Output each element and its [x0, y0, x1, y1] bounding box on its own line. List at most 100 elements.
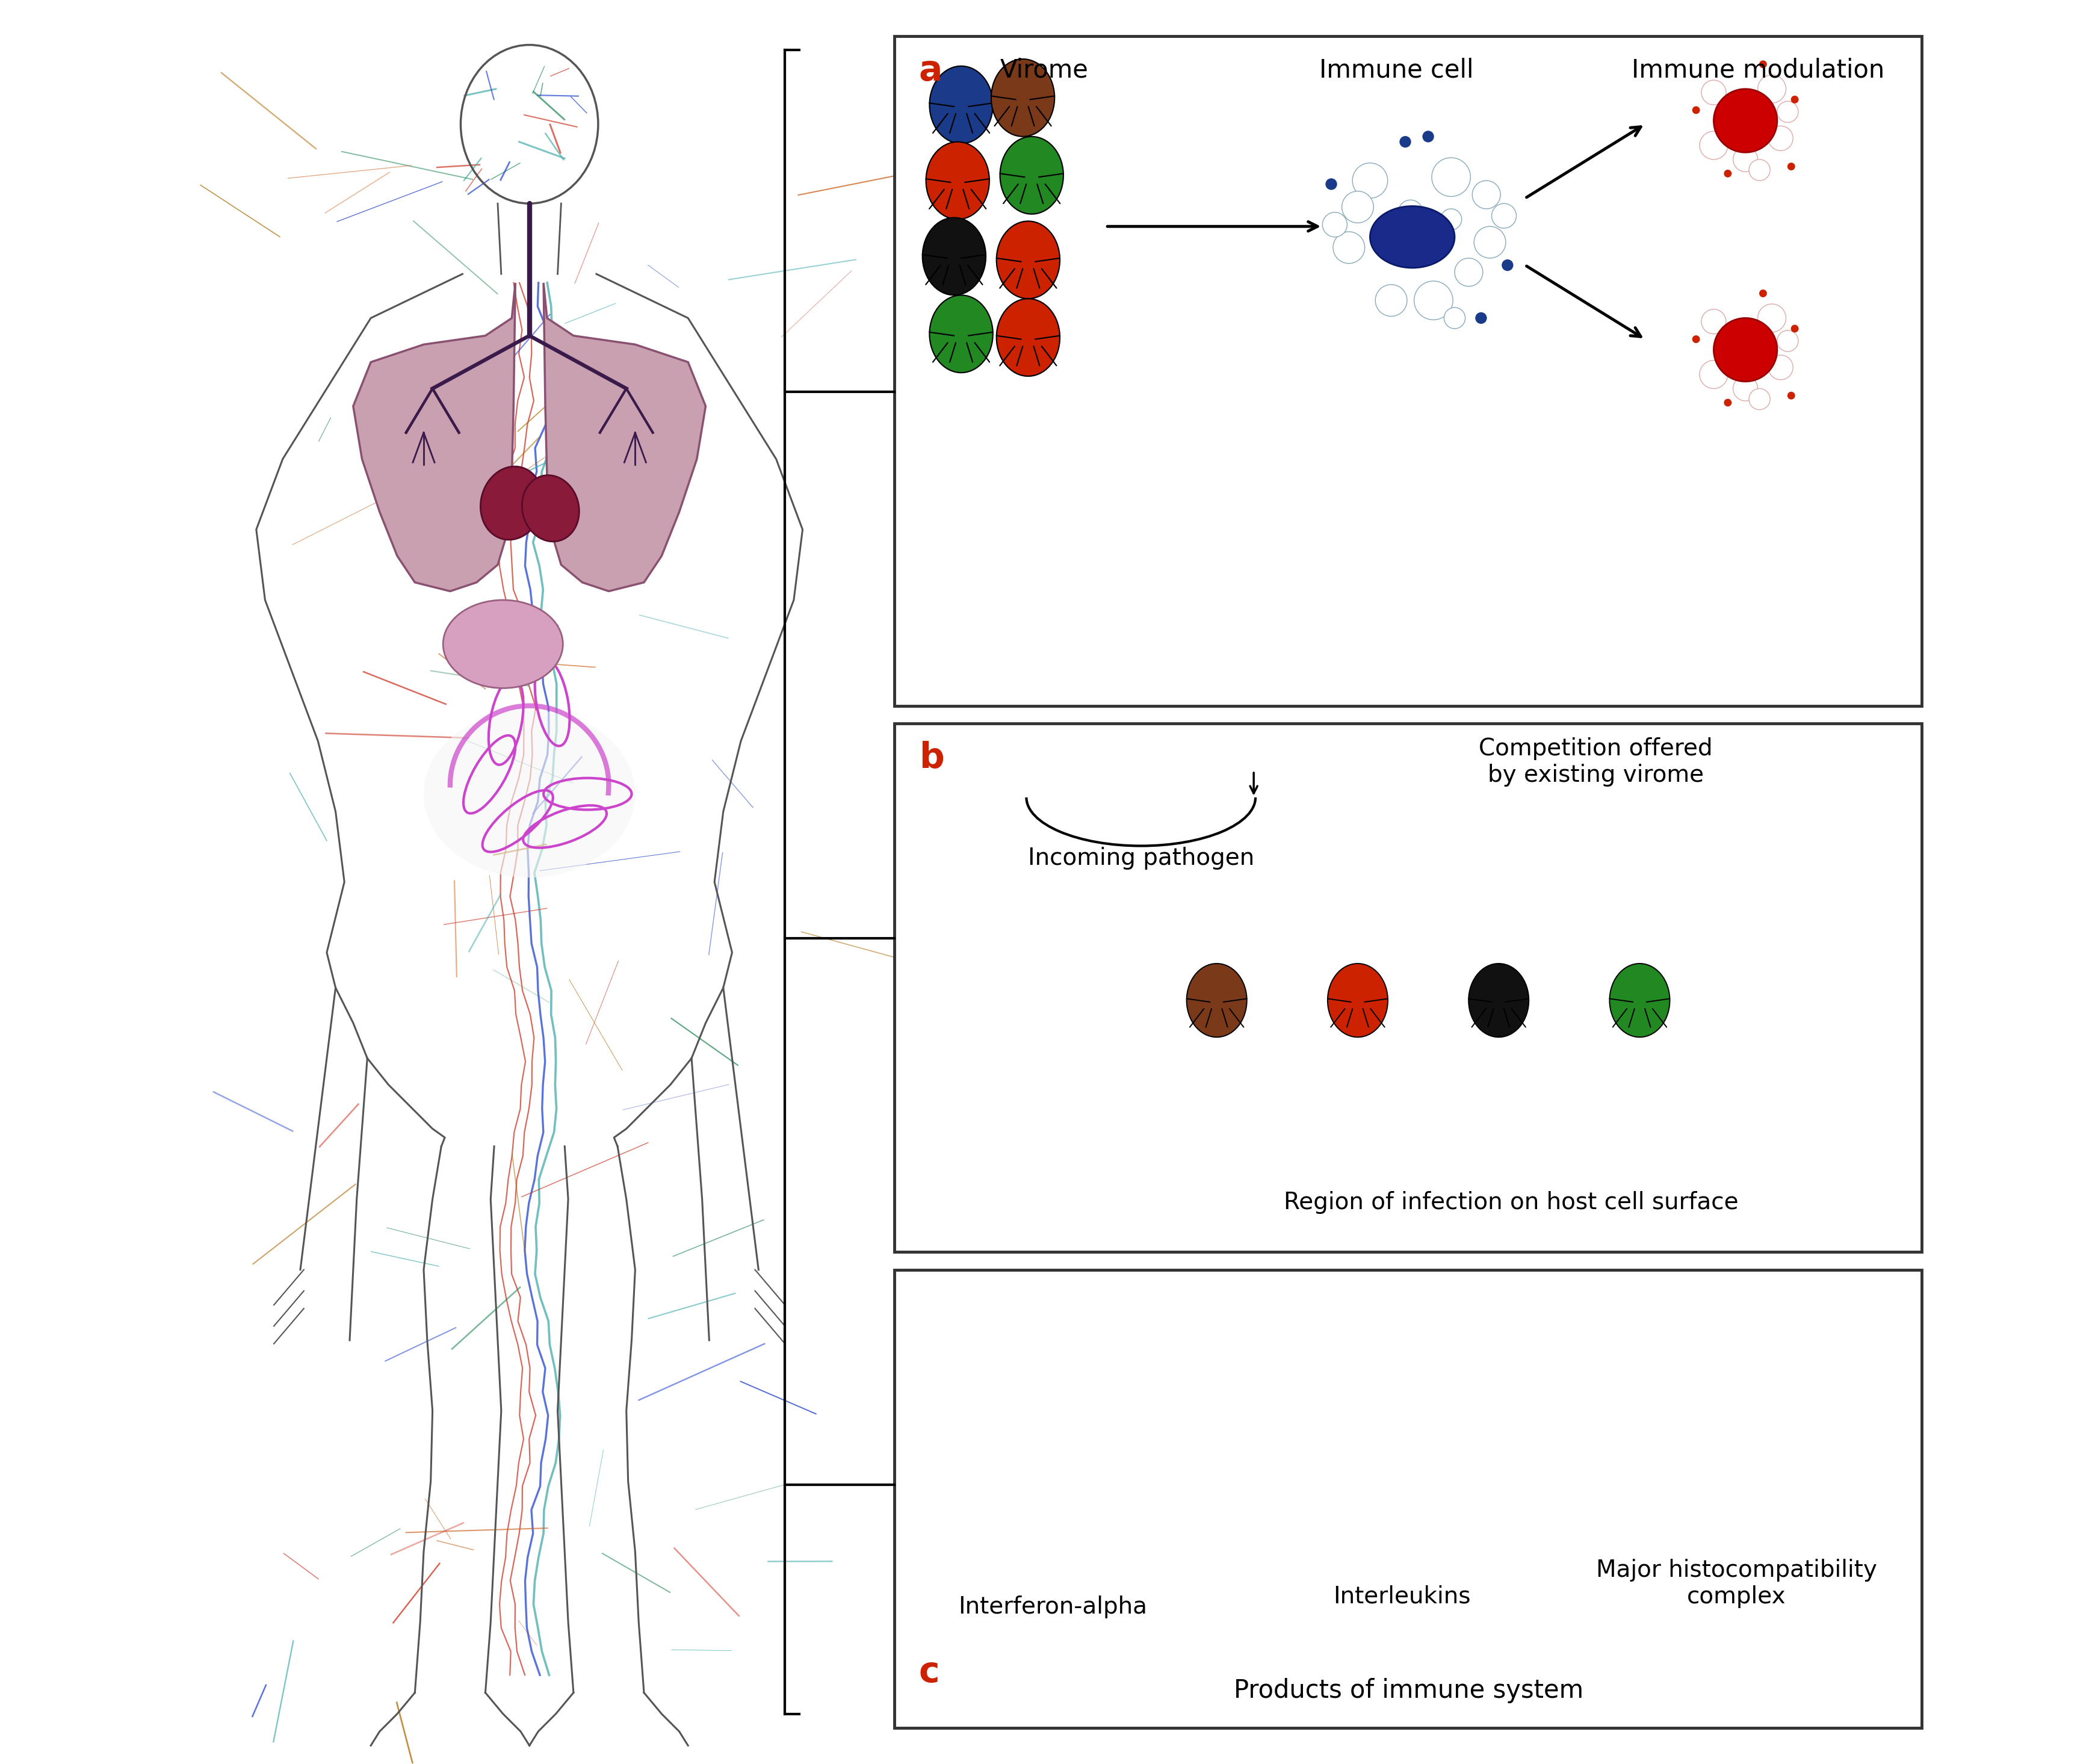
- Text: Region of infection on host cell surface: Region of infection on host cell surface: [1284, 1191, 1737, 1214]
- Polygon shape: [543, 282, 705, 591]
- Circle shape: [1028, 1030, 1039, 1041]
- Circle shape: [1624, 1055, 1645, 1074]
- Circle shape: [1066, 898, 1078, 910]
- Circle shape: [1118, 1055, 1139, 1074]
- Circle shape: [1733, 146, 1758, 171]
- Circle shape: [1471, 1055, 1492, 1074]
- Circle shape: [936, 882, 946, 893]
- Text: Immune modulation: Immune modulation: [1630, 56, 1884, 83]
- Circle shape: [1492, 203, 1517, 228]
- Ellipse shape: [480, 466, 543, 540]
- Circle shape: [1162, 1118, 1183, 1140]
- Circle shape: [1580, 1118, 1601, 1140]
- Circle shape: [1779, 1055, 1800, 1074]
- Text: b: b: [919, 741, 944, 776]
- Ellipse shape: [443, 600, 562, 688]
- Polygon shape: [1469, 963, 1527, 1037]
- Circle shape: [1374, 284, 1406, 316]
- Polygon shape: [1282, 120, 1548, 362]
- Circle shape: [1414, 280, 1452, 319]
- Circle shape: [1701, 79, 1725, 104]
- Circle shape: [1448, 1118, 1469, 1140]
- Circle shape: [1326, 178, 1336, 191]
- Circle shape: [952, 870, 963, 882]
- Circle shape: [1351, 162, 1387, 198]
- Circle shape: [1080, 951, 1091, 961]
- Ellipse shape: [1370, 206, 1454, 268]
- Circle shape: [1422, 131, 1433, 143]
- Circle shape: [1701, 309, 1725, 333]
- Circle shape: [1271, 1055, 1292, 1074]
- Circle shape: [1559, 1118, 1580, 1140]
- Text: Products of immune system: Products of immune system: [1234, 1678, 1584, 1704]
- Circle shape: [1339, 1118, 1360, 1140]
- Circle shape: [1492, 1118, 1513, 1140]
- Circle shape: [1439, 208, 1462, 229]
- Circle shape: [1699, 131, 1727, 159]
- Circle shape: [1360, 1055, 1380, 1074]
- Polygon shape: [352, 282, 516, 591]
- Circle shape: [1714, 318, 1777, 381]
- Circle shape: [1183, 1055, 1204, 1074]
- Circle shape: [1473, 226, 1504, 258]
- Circle shape: [957, 1034, 967, 1044]
- Circle shape: [1471, 1118, 1492, 1140]
- Circle shape: [1735, 1118, 1756, 1140]
- Circle shape: [1603, 1055, 1624, 1074]
- Polygon shape: [1185, 963, 1246, 1037]
- Circle shape: [1800, 1055, 1821, 1074]
- Circle shape: [1227, 1055, 1248, 1074]
- Circle shape: [1139, 1118, 1160, 1140]
- Circle shape: [1691, 1118, 1712, 1140]
- Ellipse shape: [424, 711, 636, 878]
- Circle shape: [1227, 1118, 1248, 1140]
- Circle shape: [908, 868, 1083, 1044]
- Circle shape: [929, 1020, 940, 1030]
- Bar: [1129, 1074, 1894, 1118]
- Circle shape: [1443, 307, 1464, 328]
- Circle shape: [1492, 1055, 1513, 1074]
- Circle shape: [1867, 1118, 1888, 1140]
- Circle shape: [1748, 388, 1769, 409]
- Circle shape: [1777, 330, 1798, 351]
- Circle shape: [1647, 1055, 1668, 1074]
- Circle shape: [1045, 1014, 1055, 1027]
- Text: Competition offered
by existing virome: Competition offered by existing virome: [1479, 737, 1712, 787]
- Circle shape: [1448, 1055, 1469, 1074]
- Circle shape: [1515, 1118, 1536, 1140]
- Polygon shape: [925, 141, 988, 219]
- Circle shape: [906, 951, 919, 961]
- FancyBboxPatch shape: [894, 35, 1922, 706]
- Circle shape: [1339, 1055, 1360, 1074]
- Circle shape: [1603, 1118, 1624, 1140]
- Circle shape: [978, 866, 988, 878]
- Text: a: a: [919, 53, 942, 88]
- Circle shape: [1790, 95, 1798, 104]
- Circle shape: [1823, 1118, 1844, 1140]
- Circle shape: [1714, 88, 1777, 152]
- Circle shape: [1691, 106, 1699, 115]
- Circle shape: [1712, 1055, 1733, 1074]
- Text: Virome: Virome: [999, 56, 1089, 83]
- Circle shape: [919, 995, 929, 1005]
- Circle shape: [1787, 392, 1794, 399]
- Circle shape: [1315, 1118, 1336, 1140]
- Ellipse shape: [522, 475, 579, 542]
- Circle shape: [1722, 101, 1739, 118]
- Circle shape: [904, 924, 917, 935]
- Circle shape: [1047, 889, 1059, 900]
- Text: Immune cell: Immune cell: [1320, 56, 1473, 83]
- Circle shape: [1844, 1055, 1865, 1074]
- Circle shape: [1431, 157, 1471, 196]
- Circle shape: [1691, 335, 1699, 342]
- Circle shape: [1206, 1118, 1227, 1140]
- Polygon shape: [1678, 56, 1813, 185]
- Circle shape: [1756, 1118, 1777, 1140]
- Text: Major histocompatibility
complex: Major histocompatibility complex: [1597, 1559, 1876, 1609]
- Circle shape: [1404, 1055, 1425, 1074]
- Circle shape: [1322, 212, 1347, 236]
- Circle shape: [1823, 1055, 1844, 1074]
- Circle shape: [1271, 1118, 1292, 1140]
- Circle shape: [1404, 1118, 1425, 1140]
- Circle shape: [1800, 1118, 1821, 1140]
